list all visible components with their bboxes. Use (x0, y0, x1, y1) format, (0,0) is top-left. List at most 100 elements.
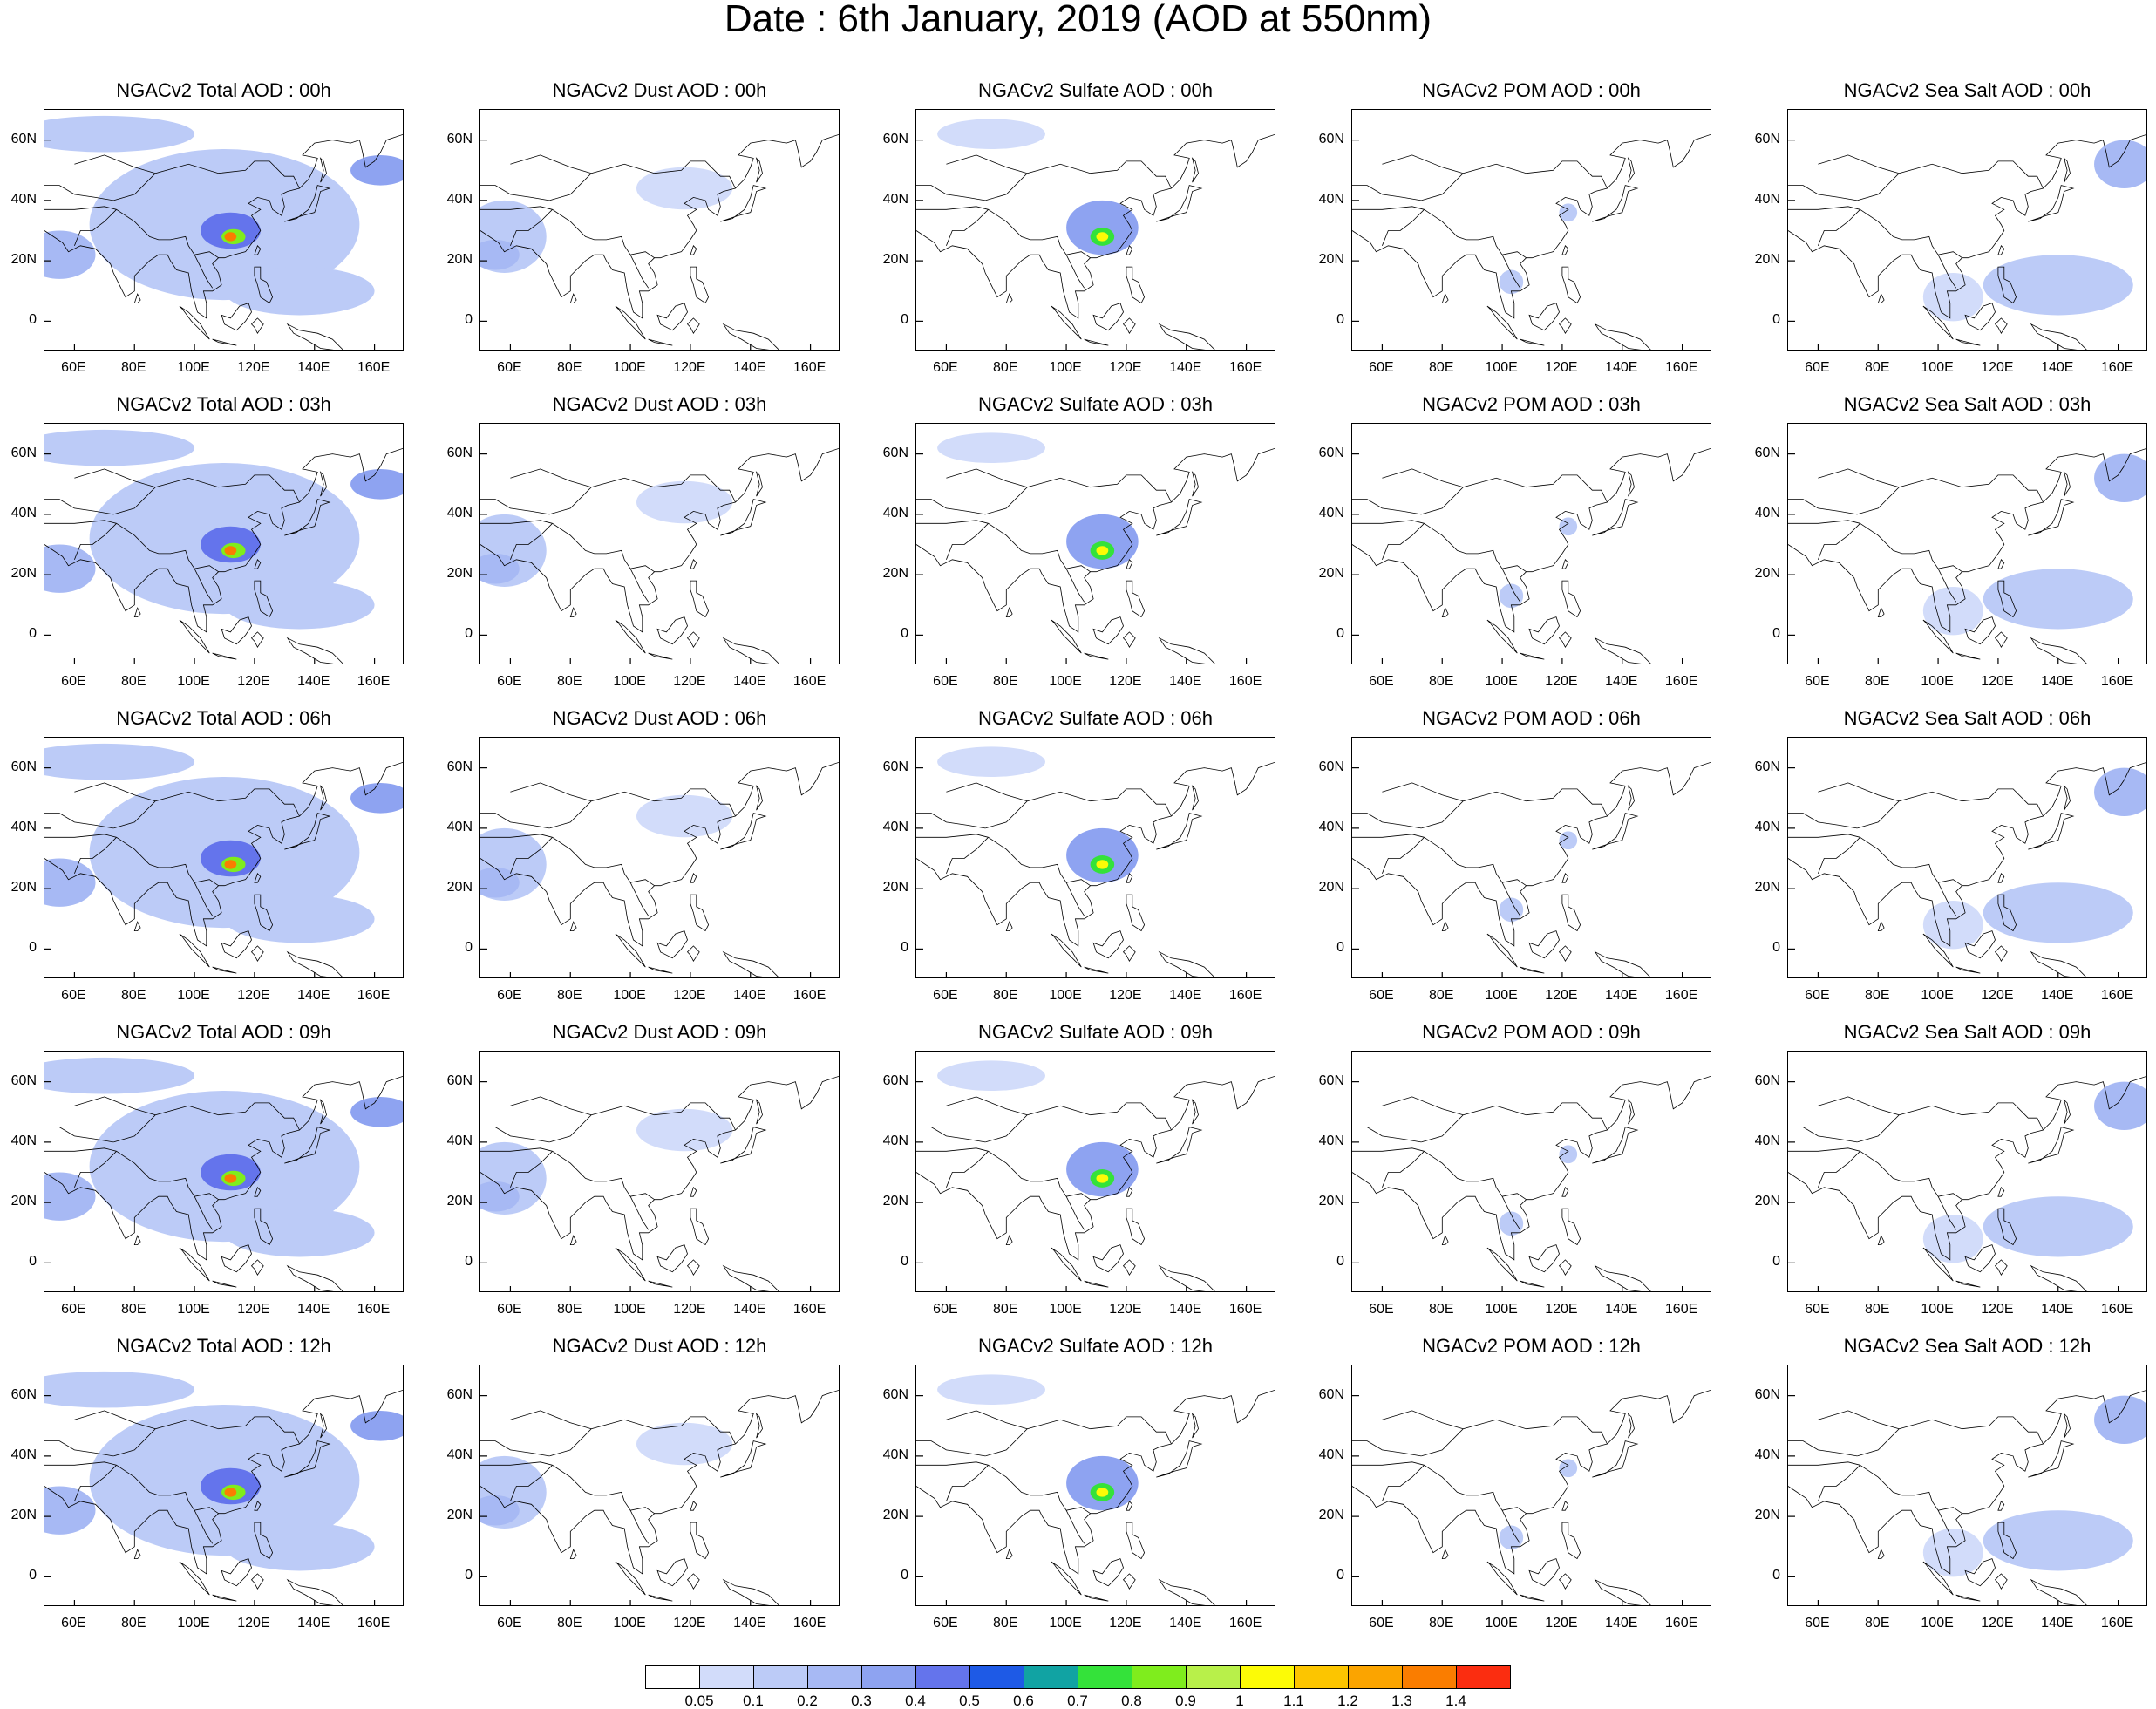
colorbar-swatch (1186, 1665, 1241, 1689)
island-coastline (1084, 966, 1109, 974)
country-border (44, 1461, 117, 1466)
aod-field-cell (1922, 272, 1983, 322)
island-coastline (1486, 1561, 1518, 1596)
map-plot-area (915, 423, 1275, 664)
y-tick-label: 20N (1754, 1194, 1780, 1209)
map-plot-area (479, 1051, 840, 1292)
island-coastline (1997, 1501, 2005, 1511)
country-border (74, 154, 156, 174)
aod-field-cell (1066, 1141, 1139, 1197)
island-coastline (254, 1522, 274, 1560)
island-coastline (1126, 245, 1133, 255)
island-coastline (1994, 1259, 2008, 1276)
x-tick-label: 140E (1169, 360, 1202, 375)
country-border (74, 1410, 156, 1430)
panel-title: NGACv2 POM AOD : 09h (1422, 1021, 1641, 1043)
island-coastline (1528, 930, 1560, 959)
island-coastline (1594, 950, 1651, 977)
island-coastline (1558, 631, 1572, 648)
country-border (629, 569, 650, 603)
y-tick-label: 60N (446, 445, 473, 460)
x-tick-label: 160E (357, 988, 391, 1003)
x-tick-label: 160E (1228, 360, 1262, 375)
country-border (1352, 1147, 1425, 1152)
x-tick-label: 140E (2041, 988, 2074, 1003)
island-coastline (1528, 1558, 1560, 1587)
x-tick-label: 160E (2100, 360, 2134, 375)
island-coastline (690, 580, 710, 618)
y-tick-label: 0 (1772, 312, 1780, 328)
aod-field-cell (1499, 583, 1524, 609)
country-border (549, 474, 736, 515)
x-tick-label: 100E (1921, 988, 1954, 1003)
country-border (916, 834, 989, 838)
aod-field-cell (1559, 517, 1578, 536)
x-tick-label: 140E (297, 360, 330, 375)
aod-field-cell (1559, 831, 1578, 850)
x-tick-label: 120E (673, 988, 706, 1003)
colorbar-label: 0.2 (797, 1692, 818, 1709)
country-border (946, 523, 989, 560)
island-coastline (1592, 185, 1639, 222)
aod-field-cell (1066, 200, 1139, 255)
y-tick-label: 0 (1336, 312, 1344, 328)
x-tick-label: 100E (1049, 988, 1082, 1003)
panel-title: NGACv2 POM AOD : 06h (1422, 707, 1641, 729)
country-border (1352, 499, 1422, 515)
country-border (552, 1150, 655, 1201)
x-tick-label: 140E (297, 1616, 330, 1631)
panel-title: NGACv2 Dust AOD : 06h (552, 707, 767, 729)
island-coastline (615, 1561, 646, 1596)
colorbar-label: 0.1 (743, 1692, 764, 1709)
country-border (1382, 1151, 1425, 1188)
island-coastline (1191, 1413, 1199, 1439)
x-tick-label: 80E (1865, 674, 1890, 689)
panel-title: NGACv2 Sulfate AOD : 03h (977, 393, 1214, 415)
x-tick-label: 80E (557, 988, 582, 1003)
island-coastline (1964, 616, 1996, 645)
x-tick-label: 120E (237, 360, 270, 375)
aod-field-cell (350, 468, 403, 500)
island-coastline (2028, 813, 2075, 850)
country-border (985, 160, 1172, 201)
country-border (1937, 882, 1957, 916)
country-border (988, 1464, 1091, 1515)
island-coastline (133, 607, 141, 618)
island-coastline (1955, 1594, 1981, 1602)
island-coastline (2063, 1099, 2071, 1125)
aod-field-cell (224, 860, 237, 869)
island-coastline (1156, 1127, 1203, 1164)
x-tick-label: 100E (613, 988, 646, 1003)
x-tick-label: 60E (933, 988, 958, 1003)
x-tick-label: 140E (297, 1302, 330, 1317)
island-coastline (254, 1208, 274, 1246)
country-border (1788, 813, 1858, 829)
island-coastline (1997, 559, 2005, 569)
country-border (1818, 468, 1900, 488)
aod-field-cell (224, 546, 237, 555)
x-tick-label: 160E (357, 674, 391, 689)
island-coastline (1441, 607, 1449, 618)
country-border (74, 782, 156, 802)
y-tick-label: 60N (1754, 445, 1780, 460)
colorbar-label: 0.05 (684, 1692, 714, 1709)
island-coastline (569, 607, 577, 618)
country-border (510, 209, 553, 246)
x-tick-label: 60E (497, 1302, 522, 1317)
x-tick-label: 160E (357, 1302, 391, 1317)
aod-field-cell (1922, 900, 1983, 950)
island-coastline (2063, 785, 2071, 811)
island-coastline (1191, 471, 1199, 497)
x-tick-label: 80E (557, 1302, 582, 1317)
y-tick-label: 20N (1318, 566, 1344, 582)
x-tick-label: 140E (1605, 1616, 1638, 1631)
aod-field-cell (2094, 140, 2146, 189)
x-tick-label: 100E (177, 988, 210, 1003)
country-border (113, 474, 300, 515)
country-border (116, 836, 219, 887)
island-coastline (1126, 1208, 1146, 1246)
x-tick-label: 100E (1485, 1616, 1518, 1631)
island-coastline (2028, 499, 2075, 536)
aod-field-cell (937, 432, 1045, 464)
country-border (74, 209, 117, 246)
